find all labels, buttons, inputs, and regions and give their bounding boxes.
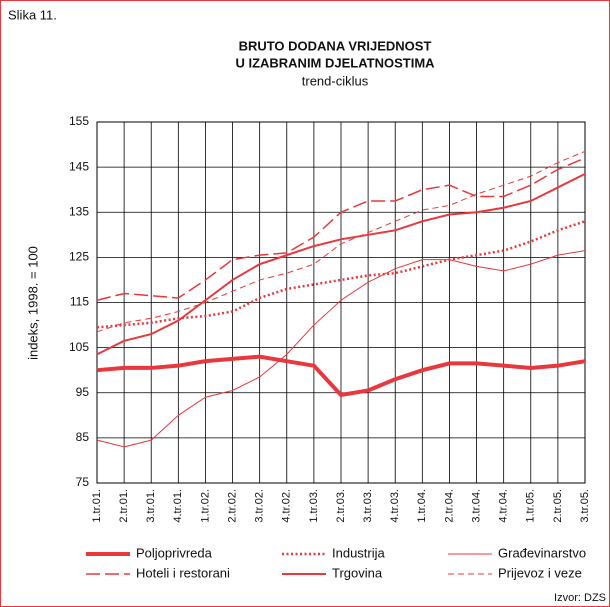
series-line [96,150,586,333]
y-tick-label: 155 [69,114,89,128]
y-tick-label: 105 [69,340,89,354]
y-axis-label: indeks, 1998. = 100 [25,246,40,360]
legend-label: Poljoprivreda [136,545,213,560]
x-tick-label: 3.tr.02. [254,489,266,523]
x-tick-label: 1.tr.02. [199,489,211,523]
x-tick-label: 2.tr.04. [443,489,455,523]
y-tick-label: 95 [76,385,90,399]
x-tick-label: 1.tr.03. [308,489,320,523]
x-tick-label: 4.tr.03. [389,489,401,523]
series-line [96,354,586,398]
x-tick-label: 3.tr.04. [470,489,482,523]
figure-label: Slika 11. [8,7,57,22]
x-tick-label: 3.tr.05. [579,489,591,523]
legend-label: Trgovina [332,565,383,580]
y-tick-label: 115 [70,295,89,309]
legend-label: Prijevoz i veze [498,565,582,580]
x-tick-label: 2.tr.02. [226,489,238,523]
x-tick-label: 2.tr.01. [118,489,130,523]
x-tick-label: 1.tr.01. [91,489,103,523]
y-tick-label: 85 [76,430,90,444]
legend-label: Građevinarstvo [498,545,586,560]
x-tick-label: 4.tr.01. [172,489,184,523]
series-line [96,172,586,356]
series-line [96,250,586,448]
x-tick-label: 1.tr.05. [525,489,537,523]
source: Izvor: DZS [554,592,606,604]
series-line [96,157,586,301]
x-tick-label: 4.tr.04. [498,489,510,523]
legend-label: Hoteli i restorani [136,565,230,580]
series-line [96,220,586,329]
chart-subtitle: trend-ciklus [302,73,369,88]
x-tick-label: 3.tr.01. [145,489,157,523]
x-tick-label: 4.tr.02. [281,489,293,523]
chart-title: U IZABRANIM DJELATNOSTIMA [235,55,435,70]
x-tick-label: 2.tr.05. [552,489,564,523]
y-tick-label: 135 [69,204,89,218]
chart-title: BRUTO DODANA VRIJEDNOST [239,38,432,53]
y-tick-label: 75 [76,475,90,489]
plot-border [96,121,586,484]
x-tick-label: 2.tr.03. [335,489,347,523]
y-tick-label: 125 [69,250,89,264]
x-tick-label: 1.tr.04. [416,489,428,523]
y-tick-label: 145 [69,159,89,173]
x-tick-label: 3.tr.03. [362,489,374,523]
legend-label: Industrija [332,545,386,560]
